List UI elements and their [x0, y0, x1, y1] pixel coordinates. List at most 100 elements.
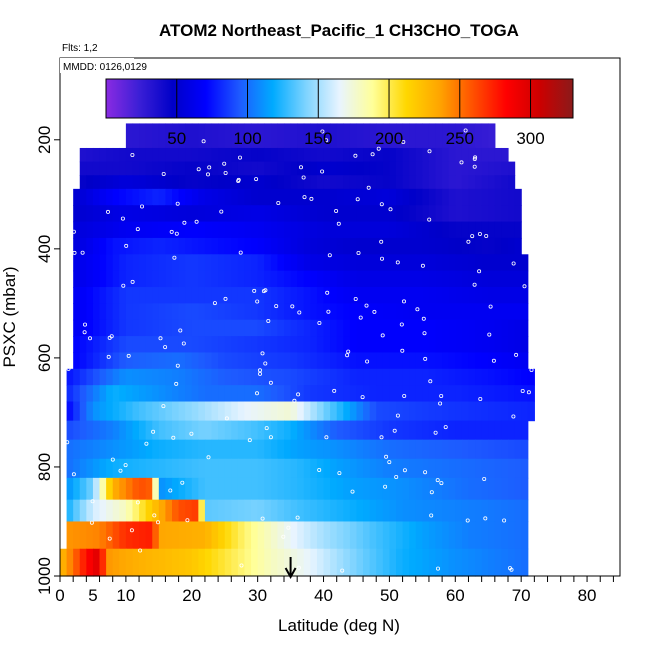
heat-cell [277, 237, 285, 255]
heat-cell [198, 336, 206, 354]
heat-cell [79, 254, 87, 272]
heat-cell [363, 175, 371, 190]
observation-point [88, 336, 93, 341]
heat-cell [106, 420, 114, 441]
observation-point [317, 320, 322, 325]
heat-cell [310, 270, 318, 288]
heat-cell [119, 368, 127, 386]
observation-point [443, 425, 448, 430]
heat-cell [521, 477, 529, 501]
heat-cell [99, 303, 107, 321]
heat-cell [428, 352, 437, 370]
heat-cell [409, 352, 417, 370]
heat-cell [284, 270, 292, 288]
heat-cell [323, 368, 331, 386]
heat-cell [494, 477, 503, 501]
heat-cell [422, 368, 430, 386]
heat-cell [494, 188, 503, 206]
heat-cell [119, 336, 127, 354]
heat-cell [336, 221, 344, 239]
heat-cell [396, 237, 404, 255]
observation-point [296, 565, 301, 570]
heat-cell [297, 147, 305, 163]
heat-cell [224, 287, 232, 304]
heat-cell [185, 287, 193, 304]
heat-cell [106, 147, 114, 163]
heat-cell [198, 319, 206, 337]
observation-point [301, 175, 306, 180]
heat-cell [508, 161, 516, 176]
heat-cell [231, 147, 239, 163]
observation-point [324, 435, 329, 440]
heat-cell [198, 188, 206, 206]
observation-point [470, 234, 475, 239]
observation-point [317, 467, 322, 472]
heat-cell [428, 287, 437, 304]
heat-cell [488, 336, 496, 354]
heat-cell [475, 352, 483, 370]
heat-cell [369, 188, 377, 206]
observation-point [238, 250, 243, 255]
heat-cell [277, 336, 285, 354]
heat-cell [60, 548, 68, 577]
heat-cell [336, 161, 344, 176]
heat-cell [152, 254, 160, 272]
heat-cell [257, 477, 265, 501]
heat-cell [297, 237, 305, 255]
heat-cell [349, 385, 358, 403]
heat-cell [514, 205, 522, 223]
heat-cell [389, 368, 397, 386]
heat-cell [323, 420, 331, 441]
heat-cell [501, 477, 509, 501]
heat-cell [290, 147, 298, 163]
x-tick-label: 40 [314, 586, 333, 605]
heat-cell [152, 123, 160, 149]
heat-cell [455, 352, 463, 370]
heat-cell [257, 221, 265, 239]
observation-point [364, 303, 369, 308]
heat-cell [330, 188, 338, 206]
heat-cell [290, 385, 298, 403]
heat-cell [442, 420, 450, 441]
heat-cell [237, 123, 246, 149]
heat-cell [323, 147, 331, 163]
heat-cell [376, 270, 384, 288]
heat-cell [86, 477, 94, 501]
observation-point [350, 489, 355, 494]
heat-cell [165, 385, 173, 403]
heat-cell [198, 385, 206, 403]
observation-point [106, 209, 111, 214]
heat-cell [389, 287, 397, 304]
heat-cell [152, 303, 160, 321]
heat-cell [244, 303, 252, 321]
heat-cell [132, 319, 140, 337]
heat-cell [448, 499, 456, 523]
observation-point [82, 330, 87, 335]
observation-point [511, 414, 516, 419]
heat-cell [79, 336, 87, 354]
heat-cell [204, 420, 213, 441]
heat-cell [323, 161, 331, 176]
y-tick-label: 1000 [35, 557, 54, 595]
heat-cell [218, 175, 226, 190]
heat-cell [330, 319, 338, 337]
observation-point [295, 515, 300, 520]
heat-cell [270, 270, 279, 288]
heat-cell [198, 270, 206, 288]
heat-cell [99, 287, 107, 304]
heat-cell [218, 161, 226, 176]
heat-cell [396, 521, 404, 550]
heat-cell [73, 254, 81, 272]
heat-cell [119, 385, 127, 403]
heat-cell [435, 221, 443, 239]
heat-cell [356, 254, 364, 272]
heat-cell [349, 336, 358, 354]
heat-cell [475, 368, 483, 386]
heat-cell [363, 521, 371, 550]
heat-cell [284, 477, 292, 501]
heat-cell [264, 352, 272, 370]
heat-cell [448, 420, 456, 441]
heat-cell [336, 254, 344, 272]
heat-cell [514, 420, 522, 441]
